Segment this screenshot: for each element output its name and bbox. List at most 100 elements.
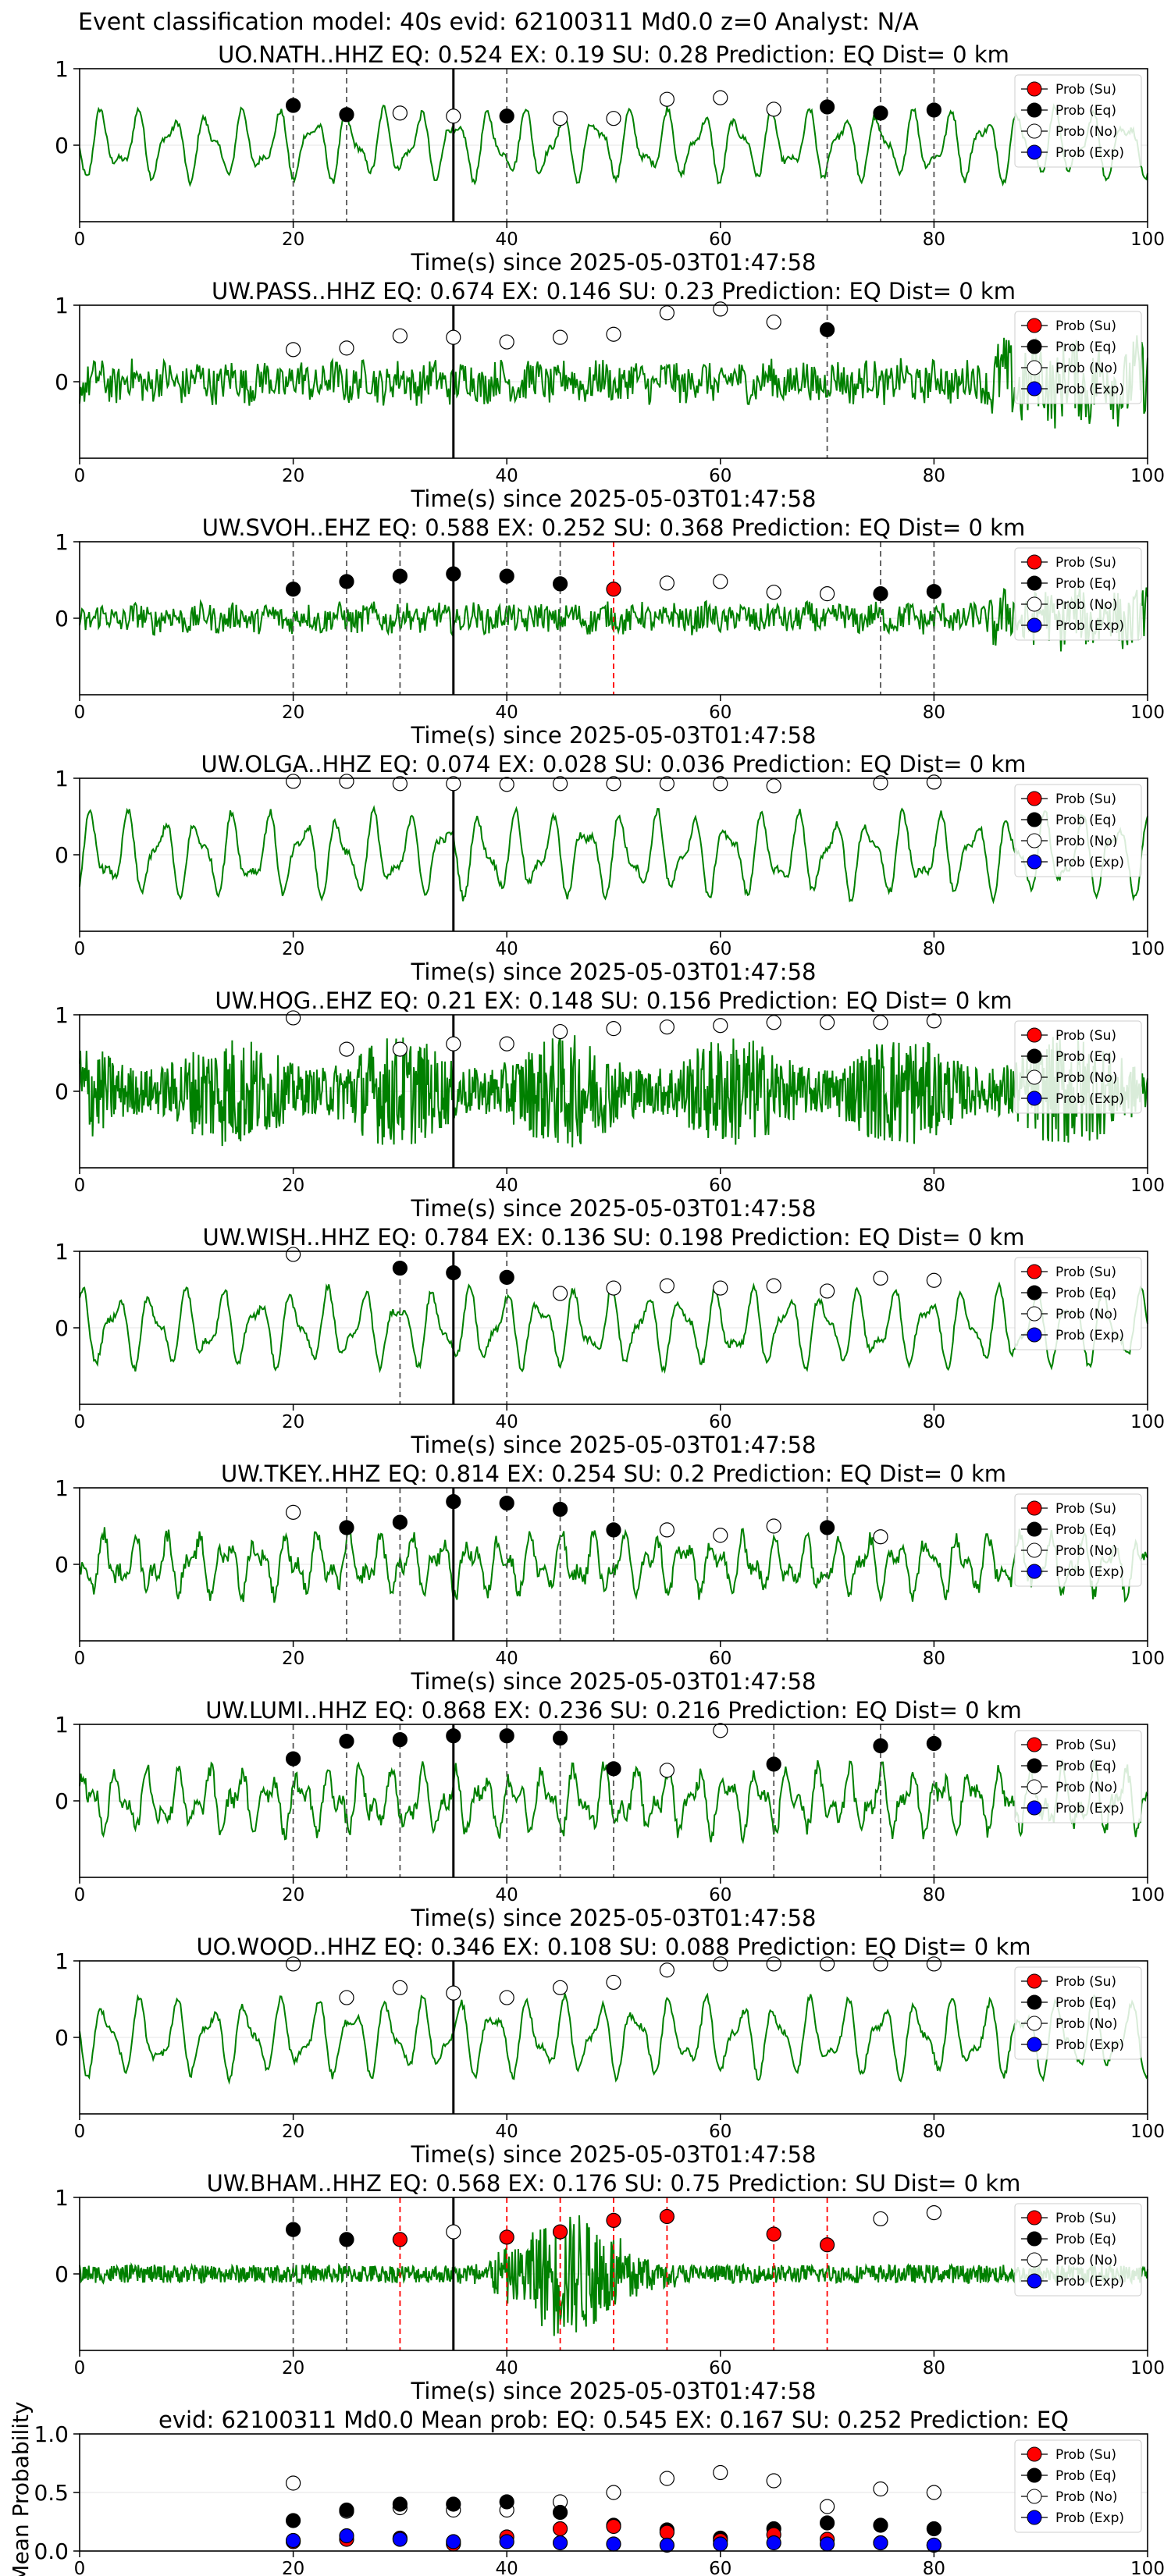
legend-label-exp: Prob (Exp) xyxy=(1055,145,1124,161)
prob-point xyxy=(873,105,888,121)
legend-marker-eq xyxy=(1027,1048,1042,1064)
prob-point xyxy=(659,776,675,792)
legend: Prob (Su) Prob (Eq) Prob (No) Prob (Exp) xyxy=(1014,1020,1142,1114)
y-tick-label: 0.5 xyxy=(34,2480,69,2506)
prob-point xyxy=(552,1980,568,1995)
legend-label-exp: Prob (Exp) xyxy=(1055,382,1124,397)
x-tick-label: 40 xyxy=(496,2559,518,2576)
x-tick-label: 40 xyxy=(496,466,518,486)
x-tick-label: 0 xyxy=(74,1176,86,1196)
legend-marker-no xyxy=(1027,596,1042,612)
x-tick-label: 0 xyxy=(74,2122,86,2142)
prob-point xyxy=(446,566,461,582)
x-tick-label: 40 xyxy=(496,1412,518,1432)
prob-point xyxy=(339,1041,354,1057)
prob-point xyxy=(659,305,675,321)
legend-label-eq: Prob (Eq) xyxy=(1055,1759,1116,1774)
legend-label-su: Prob (Su) xyxy=(1055,1028,1116,1044)
y-tick-label: 0.0 xyxy=(34,2539,69,2564)
mean-point-exp xyxy=(659,2537,675,2553)
prob-point xyxy=(446,1985,461,2001)
waveform-trace xyxy=(79,805,1148,905)
prob-point xyxy=(552,329,568,345)
legend: Prob (Su) Prob (Eq) Prob (No) Prob (Exp) xyxy=(1014,311,1142,404)
legend-marker-eq xyxy=(1027,1521,1042,1537)
prob-point xyxy=(552,1023,568,1040)
prob-point xyxy=(873,1956,888,1972)
panel-8: UW.LUMI..HHZ EQ: 0.868 EX: 0.236 SU: 0.2… xyxy=(55,1697,1165,1931)
legend-label-eq: Prob (Eq) xyxy=(1055,2468,1116,2484)
x-tick-label: 60 xyxy=(709,1412,731,1432)
legend-marker-exp xyxy=(1027,2037,1042,2052)
y-tick-label: 0 xyxy=(55,2261,69,2287)
prob-point xyxy=(819,1520,835,1535)
legend-marker-eq xyxy=(1027,102,1042,118)
prob-point xyxy=(819,99,835,115)
prob-point xyxy=(552,576,568,592)
legend-marker-no xyxy=(1027,2489,1042,2504)
x-tick-label: 20 xyxy=(282,466,304,486)
prob-point xyxy=(552,1501,568,1517)
legend-frame xyxy=(1014,2203,1142,2297)
legend-frame xyxy=(1014,784,1142,877)
prob-point xyxy=(499,334,514,350)
prob-point xyxy=(659,2208,675,2225)
legend-label-exp: Prob (Exp) xyxy=(1055,1801,1124,1816)
legend-marker-no xyxy=(1027,1542,1042,1558)
legend-label-no: Prob (No) xyxy=(1055,1780,1118,1795)
prob-point xyxy=(552,1731,568,1746)
panel-10: UW.BHAM..HHZ EQ: 0.568 EX: 0.176 SU: 0.7… xyxy=(55,2170,1165,2404)
legend-label-no: Prob (No) xyxy=(1055,2489,1118,2505)
legend-label-eq: Prob (Eq) xyxy=(1055,2232,1116,2247)
y-tick-label: 0 xyxy=(55,606,69,632)
prob-point xyxy=(286,98,301,113)
prob-point xyxy=(926,1735,942,1752)
y-tick-label: 1 xyxy=(55,1475,69,1501)
prob-point xyxy=(286,1956,301,1972)
x-tick-label: 20 xyxy=(282,1176,304,1196)
mean-point-exp xyxy=(713,2536,728,2552)
legend-frame xyxy=(1014,547,1142,641)
y-tick-label: 0 xyxy=(55,842,69,868)
prob-point xyxy=(926,1272,942,1288)
x-tick-label: 100 xyxy=(1130,229,1165,250)
prob-point xyxy=(873,1738,888,1754)
prob-point xyxy=(606,2212,621,2228)
legend-marker-eq xyxy=(1027,1285,1042,1300)
mean-point-no xyxy=(819,2499,835,2514)
x-axis-label: Time(s) since 2025-05-03T01:47:58 xyxy=(411,2141,817,2168)
panels: UO.NATH..HHZ EQ: 0.524 EX: 0.19 SU: 0.28… xyxy=(8,41,1165,2576)
prob-point xyxy=(499,1990,514,2005)
x-tick-label: 20 xyxy=(282,2559,304,2576)
prob-point xyxy=(392,1041,408,1057)
y-tick-label: 1 xyxy=(55,766,69,792)
y-tick-label: 1 xyxy=(55,1948,69,1974)
x-tick-label: 40 xyxy=(496,1649,518,1669)
legend: Prob (Su) Prob (Eq) Prob (No) Prob (Exp) xyxy=(1014,74,1142,168)
legend-marker-exp xyxy=(1027,1564,1042,1579)
prob-point xyxy=(713,1528,728,1543)
prob-point xyxy=(713,90,728,105)
x-tick-label: 0 xyxy=(74,466,86,486)
x-axis-label: Time(s) since 2025-05-03T01:47:58 xyxy=(411,1905,817,1931)
prob-point xyxy=(606,1522,621,1538)
prob-point xyxy=(713,1956,728,1972)
x-tick-label: 60 xyxy=(709,466,731,486)
prob-point xyxy=(873,1270,888,1286)
x-axis-label: Time(s) since 2025-05-03T01:47:58 xyxy=(411,959,817,985)
prob-point xyxy=(499,2229,514,2245)
prob-point xyxy=(286,1247,301,1262)
x-tick-label: 60 xyxy=(709,2358,731,2379)
prob-point xyxy=(659,91,675,107)
legend-label-exp: Prob (Exp) xyxy=(1055,2274,1124,2290)
prob-point xyxy=(926,2205,942,2221)
legend-label-no: Prob (No) xyxy=(1055,1543,1118,1559)
x-tick-label: 100 xyxy=(1130,1885,1165,1905)
x-tick-label: 60 xyxy=(709,1649,731,1669)
mean-point-exp xyxy=(606,2536,621,2552)
prob-point xyxy=(446,1728,461,1744)
panel-title: UW.HOG..EHZ EQ: 0.21 EX: 0.148 SU: 0.156… xyxy=(215,987,1012,1014)
prob-point xyxy=(552,2224,568,2240)
legend-marker-no xyxy=(1027,2252,1042,2268)
prob-point xyxy=(286,342,301,358)
